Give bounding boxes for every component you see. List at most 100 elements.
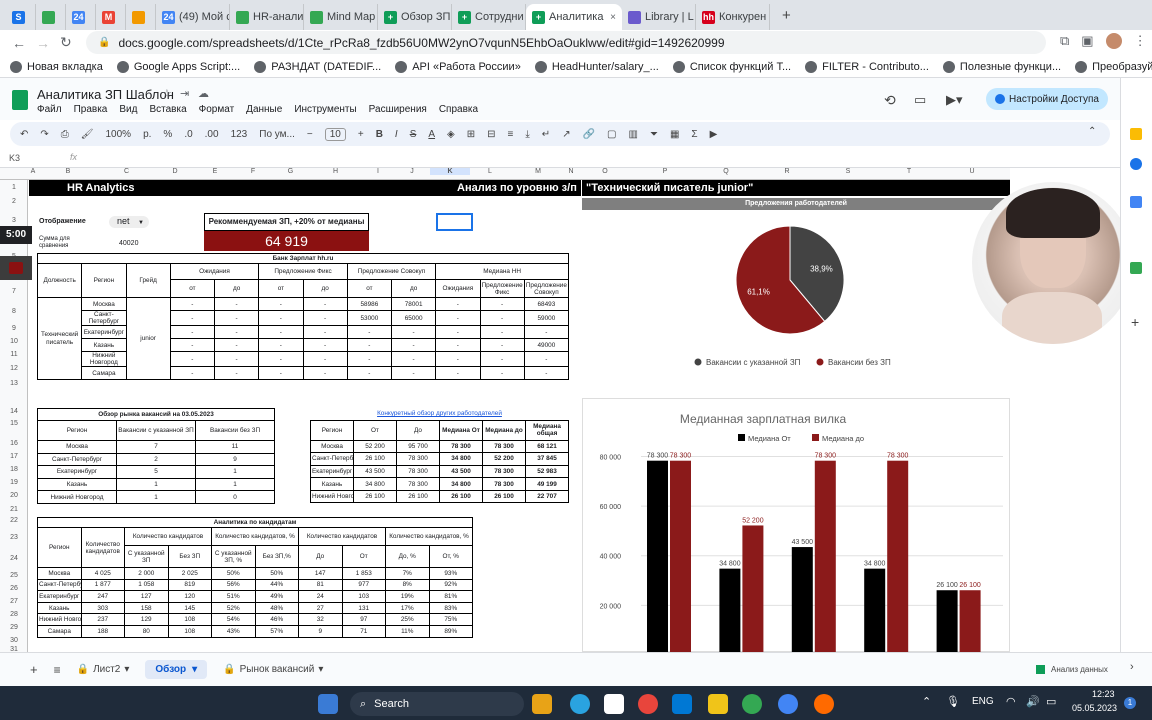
keep-icon[interactable] bbox=[1130, 128, 1142, 140]
wrap-icon[interactable]: ↵ bbox=[541, 128, 551, 140]
column-header[interactable]: I bbox=[377, 168, 379, 175]
column-header[interactable]: S bbox=[845, 168, 851, 175]
menu-item[interactable]: Формат bbox=[198, 104, 235, 115]
column-header[interactable]: R bbox=[784, 168, 790, 175]
doc-title[interactable]: Аналитика ЗП Шаблон bbox=[37, 87, 174, 102]
rotate-icon[interactable]: ↗ bbox=[562, 128, 571, 140]
bookmark-item[interactable]: Список функций Т... bbox=[672, 60, 791, 73]
compare-value[interactable]: 40020 bbox=[119, 240, 139, 247]
column-header[interactable]: E bbox=[212, 168, 218, 175]
taskbar-search[interactable]: ⌕ Search bbox=[350, 692, 524, 716]
volume-icon[interactable]: 🔊 bbox=[1026, 696, 1040, 708]
column-header[interactable]: Q bbox=[723, 168, 729, 175]
row-header[interactable]: 19 bbox=[10, 479, 18, 486]
row-header[interactable]: 28 bbox=[10, 611, 18, 618]
reload-icon[interactable]: ↻ bbox=[60, 34, 72, 50]
bookmark-item[interactable]: Google Apps Script:... bbox=[116, 60, 240, 73]
strike-button[interactable]: S bbox=[409, 128, 417, 140]
history-icon[interactable]: ⟲ bbox=[884, 92, 896, 108]
bar-chart-frame[interactable]: Медианная зарплатная вилка Медиана От Меди… bbox=[582, 398, 1010, 652]
browser-tab[interactable]: + Аналитика × bbox=[526, 4, 622, 30]
menu-item[interactable]: Вставка bbox=[149, 104, 187, 115]
browser-tab[interactable]: Mind Map× bbox=[304, 4, 378, 30]
bar[interactable] bbox=[670, 460, 691, 652]
browser-tab[interactable]: 24(49) Мой с× bbox=[156, 4, 230, 30]
row-header[interactable]: 14 bbox=[10, 408, 18, 415]
browser-tab[interactable]: Library | L× bbox=[622, 4, 696, 30]
row-header[interactable]: 13 bbox=[10, 380, 18, 387]
italic-button[interactable]: I bbox=[394, 128, 398, 140]
text-color-button[interactable]: A bbox=[428, 128, 436, 140]
row-header[interactable]: 12 bbox=[10, 365, 18, 372]
filter-icon[interactable]: ⏷ bbox=[649, 128, 658, 140]
sheets-logo-icon[interactable] bbox=[12, 90, 28, 110]
chrome-profile-icon[interactable] bbox=[742, 694, 762, 714]
menu-item[interactable]: Данные bbox=[246, 104, 283, 115]
tray-expand-icon[interactable]: ⌃ bbox=[922, 696, 932, 708]
column-header[interactable]: G bbox=[287, 168, 294, 175]
share-button[interactable]: Настройки Доступа bbox=[986, 88, 1108, 110]
row-header[interactable]: 26 bbox=[10, 585, 18, 592]
clock-date[interactable]: 05.05.2023 bbox=[1072, 703, 1118, 713]
cloud-status-icon[interactable]: ☁ bbox=[198, 88, 209, 100]
paint-format-icon[interactable]: 🖌 bbox=[80, 128, 94, 140]
column-header[interactable]: D bbox=[172, 168, 178, 175]
column-header[interactable]: K bbox=[430, 168, 470, 175]
row-header[interactable]: 24 bbox=[10, 555, 18, 562]
bookmark-item[interactable]: FILTER - Contributo... bbox=[805, 60, 929, 73]
url-field[interactable]: 🔒 docs.google.com/spreadsheets/d/1Cte_rP… bbox=[86, 31, 1046, 54]
extensions-icon[interactable]: ⧉ bbox=[1060, 33, 1070, 48]
browser-tab[interactable]: HR-аналит× bbox=[230, 4, 304, 30]
menu-item[interactable]: Файл bbox=[37, 104, 62, 115]
valign-icon[interactable]: ⤓ bbox=[525, 128, 530, 140]
row-header[interactable]: 1 bbox=[12, 184, 16, 191]
miro-icon[interactable] bbox=[708, 694, 728, 714]
column-header[interactable]: J bbox=[410, 168, 414, 175]
bar[interactable] bbox=[936, 590, 958, 652]
chrome-profile2-icon[interactable] bbox=[778, 694, 798, 714]
menu-item[interactable]: Расширения bbox=[368, 104, 427, 115]
language-indicator[interactable]: ENG bbox=[972, 696, 994, 707]
pie-slice[interactable] bbox=[789, 225, 845, 323]
chrome-icon[interactable] bbox=[638, 694, 658, 714]
input-tools-icon[interactable]: ▶ bbox=[709, 128, 718, 140]
row-header[interactable]: 27 bbox=[10, 598, 18, 605]
row-header[interactable]: 30 bbox=[10, 637, 18, 644]
tasks-icon[interactable] bbox=[1130, 158, 1142, 170]
row-header[interactable]: 29 bbox=[10, 624, 18, 631]
selected-cell[interactable] bbox=[436, 213, 473, 231]
tab-close-icon[interactable]: × bbox=[610, 11, 616, 23]
sidepanel-icon[interactable]: ▣ bbox=[1081, 33, 1094, 48]
browser-tab[interactable]: M bbox=[96, 4, 126, 30]
redo-icon[interactable]: ↷ bbox=[40, 128, 49, 140]
bookmark-item[interactable]: Полезные функци... bbox=[942, 60, 1061, 73]
forward-icon[interactable]: → bbox=[36, 35, 50, 51]
browser-tab[interactable] bbox=[126, 4, 156, 30]
maps-icon[interactable] bbox=[1130, 262, 1142, 274]
recorder-icon[interactable] bbox=[814, 694, 834, 714]
display-select[interactable]: net ▼ bbox=[109, 216, 149, 228]
bookmark-item[interactable]: Преобразуйте JSO... bbox=[1075, 60, 1152, 73]
font-size-plus[interactable]: + bbox=[357, 128, 364, 140]
comments-icon[interactable]: ▭ bbox=[914, 92, 927, 107]
mail-icon[interactable] bbox=[672, 694, 692, 714]
row-header[interactable]: 7 bbox=[12, 288, 16, 295]
merge-icon[interactable]: ⊟ bbox=[487, 128, 496, 140]
number-format-button[interactable]: 123 bbox=[230, 128, 248, 140]
functions-icon[interactable]: Σ bbox=[691, 128, 698, 140]
microphone-icon[interactable]: 🎙 bbox=[946, 696, 960, 708]
meet-icon[interactable]: ▶▾ bbox=[946, 92, 963, 107]
percent-button[interactable]: % bbox=[163, 128, 173, 140]
explore-button[interactable]: Анализ данных bbox=[1036, 665, 1108, 674]
bar[interactable] bbox=[647, 460, 668, 652]
new-tab-icon[interactable]: + bbox=[782, 7, 791, 24]
column-header[interactable]: P bbox=[662, 168, 668, 175]
menu-item[interactable]: Справка bbox=[438, 104, 479, 115]
column-header[interactable]: O bbox=[602, 168, 608, 175]
telegram-icon[interactable] bbox=[570, 694, 590, 714]
tab-list2[interactable]: 🔒 Лист2 ▾ bbox=[76, 664, 130, 675]
pie-chart[interactable]: 38,9% 61,1% Вакансии с указанной ЗП Ваканси… bbox=[582, 210, 1010, 385]
menu-item[interactable]: Вид bbox=[119, 104, 138, 115]
column-header[interactable]: H bbox=[332, 168, 339, 175]
column-header[interactable]: M bbox=[535, 168, 541, 175]
